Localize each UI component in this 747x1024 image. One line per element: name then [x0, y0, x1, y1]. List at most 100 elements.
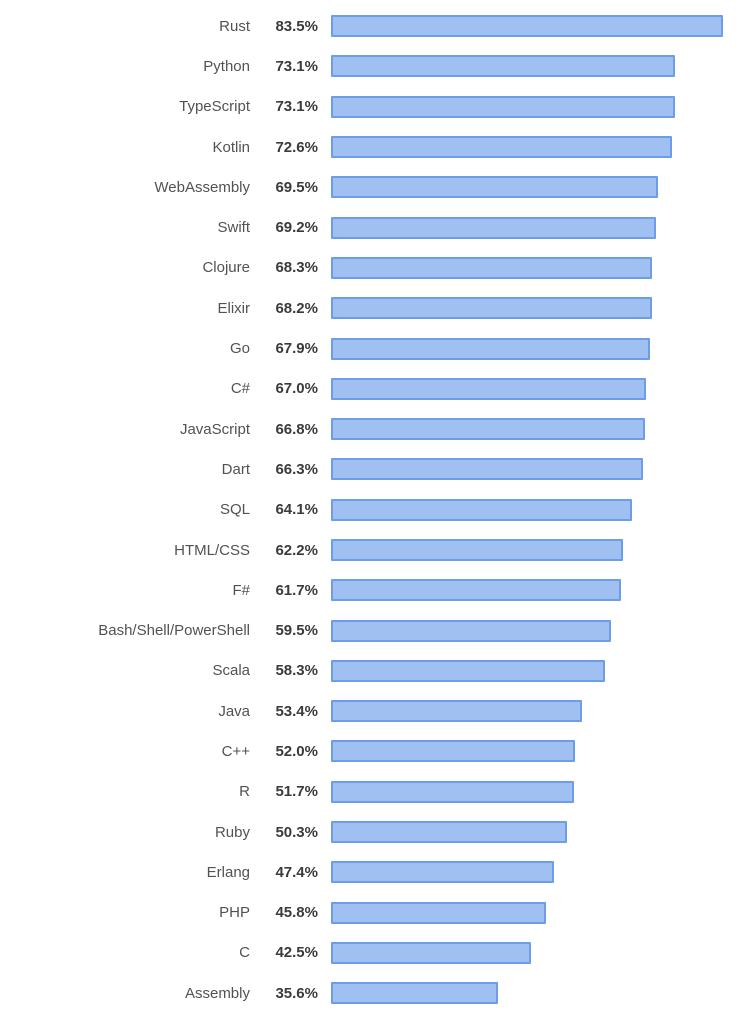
bar-track — [331, 539, 747, 561]
language-label: Go — [229, 340, 250, 358]
bar — [331, 176, 658, 199]
bar-row: Erlang 47.4% — [0, 852, 747, 892]
bar — [331, 216, 657, 239]
language-label: Kotlin — [212, 138, 250, 156]
bar — [331, 821, 568, 844]
bar — [331, 337, 651, 360]
percentage-value: 68.3% — [275, 259, 318, 277]
bar — [331, 780, 575, 803]
bar-row: Java 53.4% — [0, 691, 747, 731]
language-label: Clojure — [202, 259, 250, 277]
bar — [331, 700, 582, 723]
bar — [331, 256, 653, 279]
percentage-value: 58.3% — [275, 662, 318, 680]
percentage-value: 61.7% — [275, 581, 318, 599]
bar-row: JavaScript 66.8% — [0, 409, 747, 449]
bar-row: C 42.5% — [0, 933, 747, 973]
percentage-value: 42.5% — [275, 944, 318, 962]
bar-track — [331, 15, 747, 38]
language-label: Elixir — [217, 299, 251, 317]
bar-track — [331, 216, 747, 239]
percentage-value: 83.5% — [275, 17, 318, 35]
bar-row: Clojure 68.3% — [0, 248, 747, 288]
bar — [331, 619, 611, 642]
percentage-value: 45.8% — [275, 904, 318, 922]
bar-track — [331, 256, 747, 279]
bar — [331, 15, 724, 38]
bar-row: Assembly 35.6% — [0, 973, 747, 1013]
bar-row: Dart 66.3% — [0, 449, 747, 489]
bar — [331, 579, 622, 602]
bar — [331, 498, 633, 521]
bar-row: Kotlin 72.6% — [0, 127, 747, 167]
language-label: SQL — [219, 501, 250, 519]
bar-row: WebAssembly 69.5% — [0, 167, 747, 207]
bar-track — [331, 659, 747, 682]
bar-track — [331, 941, 747, 964]
percentage-value: 35.6% — [275, 984, 318, 1002]
bar-track — [331, 498, 747, 521]
language-label: Erlang — [206, 863, 250, 881]
percentage-value: 73.1% — [275, 57, 318, 75]
bar-track — [331, 982, 747, 1005]
percentage-value: 52.0% — [275, 742, 318, 760]
language-label: Dart — [221, 460, 250, 478]
language-label: Swift — [217, 219, 250, 237]
bar-track — [331, 780, 747, 803]
language-label: C++ — [221, 742, 250, 760]
bar-row: TypeScript 73.1% — [0, 87, 747, 127]
percentage-value: 62.2% — [275, 541, 318, 559]
bar-row: Ruby 50.3% — [0, 812, 747, 852]
bar-track — [331, 901, 747, 924]
bar-row: R 51.7% — [0, 772, 747, 812]
bar — [331, 136, 673, 159]
bar — [331, 55, 675, 78]
percentage-value: 68.2% — [275, 299, 318, 317]
percentage-value: 47.4% — [275, 863, 318, 881]
bar-track — [331, 700, 747, 723]
bar-track — [331, 55, 747, 78]
percentage-value: 69.5% — [275, 178, 318, 196]
bar — [331, 861, 554, 884]
bar-row: Rust 83.5% — [0, 6, 747, 46]
bar-track — [331, 740, 747, 763]
percentage-value: 69.2% — [275, 219, 318, 237]
percentage-value: 53.4% — [275, 702, 318, 720]
language-label: C — [239, 944, 250, 962]
language-label: WebAssembly — [154, 178, 250, 196]
bar-track — [331, 458, 747, 481]
bar-track — [331, 418, 747, 441]
language-label: R — [239, 783, 250, 801]
bar-row: Go 67.9% — [0, 328, 747, 368]
bar-track — [331, 861, 747, 884]
language-label: C# — [230, 380, 250, 398]
bar-row: Bash/Shell/PowerShell 59.5% — [0, 610, 747, 650]
bar — [331, 539, 624, 561]
bar-row: Python 73.1% — [0, 46, 747, 86]
bar-track — [331, 297, 747, 320]
bar — [331, 659, 606, 682]
bar — [331, 458, 643, 481]
percentage-value: 66.3% — [275, 460, 318, 478]
bar — [331, 740, 576, 763]
percentage-value: 66.8% — [275, 420, 318, 438]
bar-row: F# 61.7% — [0, 570, 747, 610]
bar — [331, 941, 531, 964]
language-label: JavaScript — [179, 420, 250, 438]
language-label: Bash/Shell/PowerShell — [98, 622, 250, 640]
bar — [331, 982, 499, 1005]
bar-row: SQL 64.1% — [0, 490, 747, 530]
percentage-value: 73.1% — [275, 98, 318, 116]
bar — [331, 297, 652, 320]
language-label: Python — [203, 57, 250, 75]
language-label: Scala — [212, 662, 250, 680]
language-label: F# — [232, 581, 250, 599]
bar-track — [331, 377, 747, 400]
language-label: Rust — [219, 17, 250, 35]
percentage-value: 72.6% — [275, 138, 318, 156]
bar-row: Swift 69.2% — [0, 207, 747, 247]
language-label: TypeScript — [179, 98, 250, 116]
percentage-value: 67.0% — [275, 380, 318, 398]
